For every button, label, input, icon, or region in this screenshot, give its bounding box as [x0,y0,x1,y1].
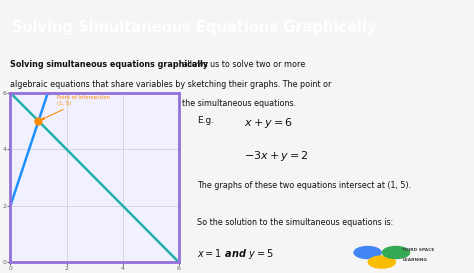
Text: Solving simultaneous equations graphically: Solving simultaneous equations graphical… [10,60,209,69]
Text: E.g.: E.g. [197,116,214,125]
Circle shape [354,247,381,259]
Text: LEARNING: LEARNING [402,258,427,262]
Text: $-3x + y = 2$: $-3x + y = 2$ [244,149,309,162]
Circle shape [368,256,395,268]
Text: $x =1$ and $y = 5$: $x =1$ and $y = 5$ [197,247,273,261]
Text: points of intersection gives the solution to the simultaneous equations.: points of intersection gives the solutio… [10,99,297,108]
Text: So the solution to the simultaneous equations is:: So the solution to the simultaneous equa… [197,218,393,227]
Text: Point of Intersection
(1, 5): Point of Intersection (1, 5) [42,95,109,119]
Circle shape [383,247,410,259]
Text: Solving Simultaneous Equations Graphically: Solving Simultaneous Equations Graphical… [12,20,376,35]
Text: $x + y = 6$: $x + y = 6$ [244,116,293,130]
Text: algebraic equations that share variables by sketching their graphs. The point or: algebraic equations that share variables… [10,80,332,89]
Text: allows us to solve two or more: allows us to solve two or more [180,60,305,69]
Text: THIRD SPACE: THIRD SPACE [402,248,435,253]
Text: The graphs of these two equations intersect at (1, 5).: The graphs of these two equations inters… [197,181,411,190]
